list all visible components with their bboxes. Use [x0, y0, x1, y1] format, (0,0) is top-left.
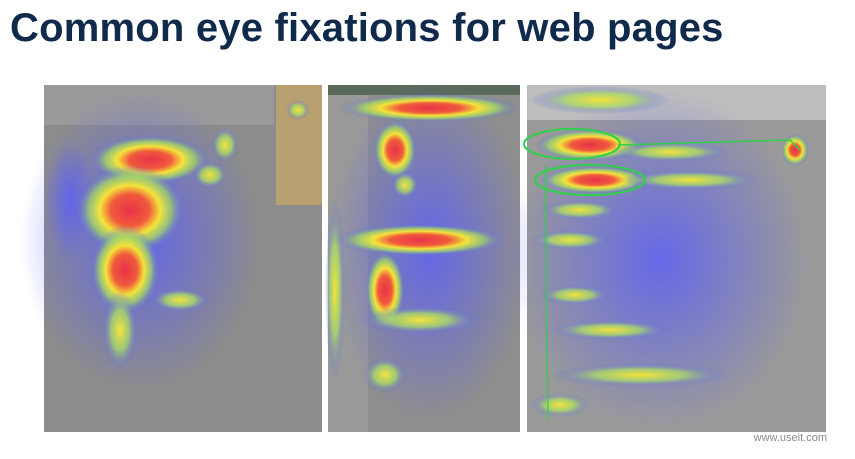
slide-title: Common eye fixations for web pages	[10, 6, 724, 50]
fixation-blob	[340, 94, 520, 122]
fixation-blob	[530, 230, 610, 250]
fixation-blob	[325, 200, 345, 380]
fixation-blob	[286, 100, 310, 120]
heatmap-panel	[325, 80, 530, 432]
fixation-blob	[360, 306, 480, 334]
fixation-blob	[90, 225, 160, 315]
fixation-blob	[550, 363, 730, 387]
fixation-blob	[391, 171, 419, 199]
fixation-blob	[610, 142, 730, 162]
fixation-blob	[540, 285, 610, 305]
heatmap-panel	[20, 85, 322, 432]
shape	[325, 80, 530, 420]
fixation-blob	[335, 224, 505, 256]
fixation-blob	[620, 170, 760, 190]
fixation-blob	[363, 357, 407, 393]
heatmap-panel	[510, 85, 826, 432]
fixation-blob	[530, 86, 670, 114]
shape	[544, 164, 549, 421]
fixation-blob	[550, 320, 670, 340]
source-credit: www.useit.com	[753, 432, 827, 444]
fixation-blob	[540, 166, 650, 194]
fixation-blob	[530, 393, 590, 417]
shape	[617, 139, 801, 151]
fixation-blob	[540, 200, 620, 220]
fixation-blob	[211, 127, 239, 163]
fixation-blob	[150, 288, 210, 312]
fixation-blob	[75, 165, 185, 255]
fixation-blob	[534, 164, 646, 196]
shape	[510, 86, 810, 430]
fixation-blob	[781, 134, 809, 166]
fixation-blob	[192, 161, 228, 189]
fixation-blob	[523, 128, 621, 160]
fixation-blob	[373, 120, 417, 180]
fixation-blob	[102, 290, 138, 370]
shape	[20, 90, 310, 390]
